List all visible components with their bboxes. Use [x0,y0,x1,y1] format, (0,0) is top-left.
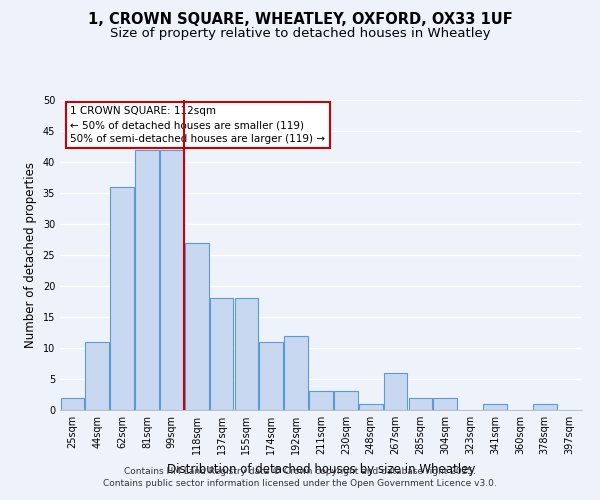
Bar [235,298,258,410]
Bar [135,150,159,410]
Bar [160,150,184,410]
Bar [533,404,557,410]
Bar [359,404,383,410]
Bar [309,392,333,410]
Text: Size of property relative to detached houses in Wheatley: Size of property relative to detached ho… [110,28,490,40]
Bar [185,242,209,410]
Bar [483,404,507,410]
Bar [334,392,358,410]
Y-axis label: Number of detached properties: Number of detached properties [24,162,37,348]
Bar [284,336,308,410]
Bar [210,298,233,410]
Bar [85,342,109,410]
Bar [110,187,134,410]
Bar [384,373,407,410]
X-axis label: Distribution of detached houses by size in Wheatley: Distribution of detached houses by size … [167,462,475,475]
Text: Contains HM Land Registry data © Crown copyright and database right 2025.
Contai: Contains HM Land Registry data © Crown c… [103,466,497,487]
Bar [259,342,283,410]
Text: 1 CROWN SQUARE: 112sqm
← 50% of detached houses are smaller (119)
50% of semi-de: 1 CROWN SQUARE: 112sqm ← 50% of detached… [70,106,325,144]
Bar [433,398,457,410]
Text: 1, CROWN SQUARE, WHEATLEY, OXFORD, OX33 1UF: 1, CROWN SQUARE, WHEATLEY, OXFORD, OX33 … [88,12,512,28]
Bar [409,398,432,410]
Bar [61,398,84,410]
